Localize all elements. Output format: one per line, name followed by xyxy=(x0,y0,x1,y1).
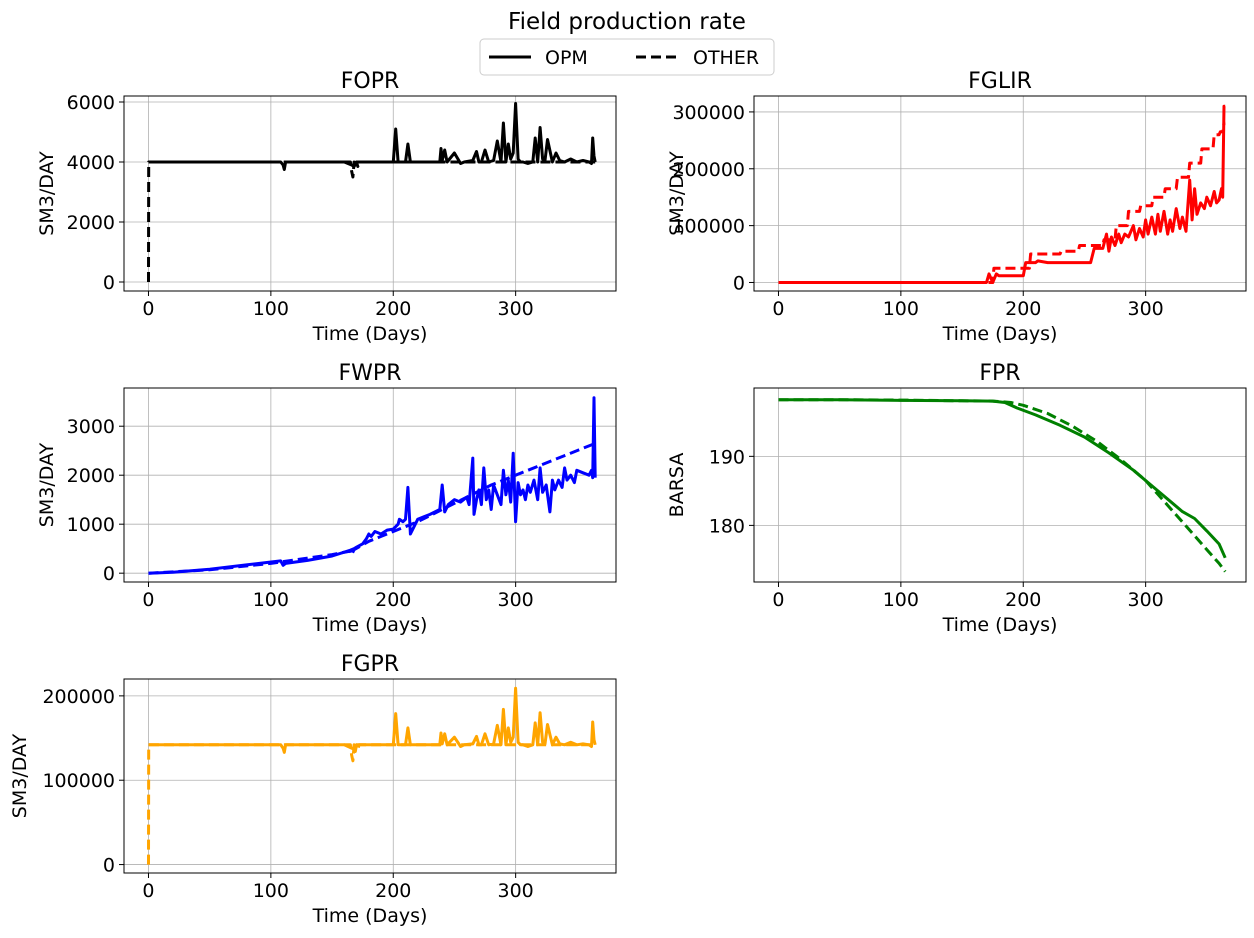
y-axis-label: SM3/DAY xyxy=(9,733,31,818)
y-tick-label: 0 xyxy=(103,855,115,877)
y-tick-label: 100000 xyxy=(42,770,115,792)
subplot-title: FWPR xyxy=(339,361,402,386)
plot-frame xyxy=(753,387,1247,583)
y-tick-label: 0 xyxy=(103,563,115,585)
subplot-fopr: 0 100 200 300 0 2000 4000 6000 FOPR Time (Days) SM… xyxy=(36,69,617,345)
series-line-other xyxy=(147,160,596,283)
y-axis-label: SM3/DAY xyxy=(36,442,58,527)
x-tick-label: 100 xyxy=(883,298,919,320)
y-axis-label: SM3/DAY xyxy=(36,151,58,236)
legend-frame xyxy=(479,38,775,76)
subplot-title: FPR xyxy=(979,361,1020,386)
x-tick-label: 300 xyxy=(1128,589,1164,611)
x-tick-label: 200 xyxy=(375,880,411,902)
x-tick-label: 0 xyxy=(772,298,784,320)
x-tick-label: 0 xyxy=(772,589,784,611)
subplot-title: FOPR xyxy=(341,69,400,94)
y-tick-label: 200000 xyxy=(42,686,115,708)
y-axis-label: BARSA xyxy=(666,453,688,518)
legend-other-label: OTHER xyxy=(693,47,759,69)
y-tick-label: 0 xyxy=(103,272,115,294)
legend-opm-label: OPM xyxy=(545,47,588,69)
x-tick-label: 200 xyxy=(375,298,411,320)
x-tick-label: 0 xyxy=(142,298,154,320)
series-line-other xyxy=(778,121,1226,284)
series-line-opm xyxy=(148,396,597,575)
x-tick-label: 100 xyxy=(253,589,289,611)
x-axis-label: Time (Days) xyxy=(312,614,428,636)
plot-frame xyxy=(123,95,617,292)
x-tick-label: 100 xyxy=(253,298,289,320)
x-tick-label: 200 xyxy=(1005,298,1041,320)
subplot-title: FGLIR xyxy=(968,69,1032,94)
legend: OPM OTHER xyxy=(479,38,775,76)
plot-frame xyxy=(123,678,617,874)
x-tick-label: 100 xyxy=(883,589,919,611)
series-line-opm xyxy=(148,102,597,171)
x-tick-label: 300 xyxy=(498,298,534,320)
series-line-other xyxy=(148,442,596,575)
y-tick-label: 180 xyxy=(709,515,745,537)
subplot-fglir: 0 100 200 300 0 100000 200000 300000 FGLIR Time (… xyxy=(666,69,1247,345)
y-tick-label: 200000 xyxy=(672,159,745,181)
x-tick-label: 200 xyxy=(1005,589,1041,611)
subplot-title: FGPR xyxy=(341,652,399,677)
figure-title: Field production rate xyxy=(508,9,746,35)
y-tick-label: 300000 xyxy=(672,102,745,124)
y-tick-label: 190 xyxy=(709,446,745,468)
series-line-other xyxy=(778,398,1227,573)
series-line-opm xyxy=(778,398,1227,559)
subplot-fpr: 0 100 200 300 180 190 FPR Time (Days) BARSA xyxy=(666,361,1247,636)
series-line-opm xyxy=(778,104,1226,284)
x-tick-label: 300 xyxy=(498,880,534,902)
series-line-other xyxy=(147,743,596,865)
series-line-opm xyxy=(148,686,597,754)
y-tick-label: 2000 xyxy=(67,212,115,234)
y-tick-label: 100000 xyxy=(672,216,745,238)
plot-frame xyxy=(753,95,1247,292)
x-tick-label: 0 xyxy=(142,880,154,902)
y-tick-label: 0 xyxy=(733,272,745,294)
x-tick-label: 300 xyxy=(498,589,534,611)
y-tick-label: 3000 xyxy=(67,416,115,438)
y-tick-label: 2000 xyxy=(67,465,115,487)
x-axis-label: Time (Days) xyxy=(312,905,428,927)
y-tick-label: 4000 xyxy=(67,152,115,174)
x-tick-label: 0 xyxy=(142,589,154,611)
x-axis-label: Time (Days) xyxy=(312,323,428,345)
plot-frame xyxy=(123,387,617,583)
subplot-fgpr: 0 100 200 300 0 100000 200000 FGPR Time (Days) SM… xyxy=(9,652,617,927)
y-axis-label: SM3/DAY xyxy=(666,151,688,236)
x-tick-label: 100 xyxy=(253,880,289,902)
x-tick-label: 200 xyxy=(375,589,411,611)
x-axis-label: Time (Days) xyxy=(942,614,1058,636)
y-tick-label: 6000 xyxy=(67,92,115,114)
y-tick-label: 1000 xyxy=(67,514,115,536)
x-axis-label: Time (Days) xyxy=(942,323,1058,345)
x-tick-label: 300 xyxy=(1128,298,1164,320)
